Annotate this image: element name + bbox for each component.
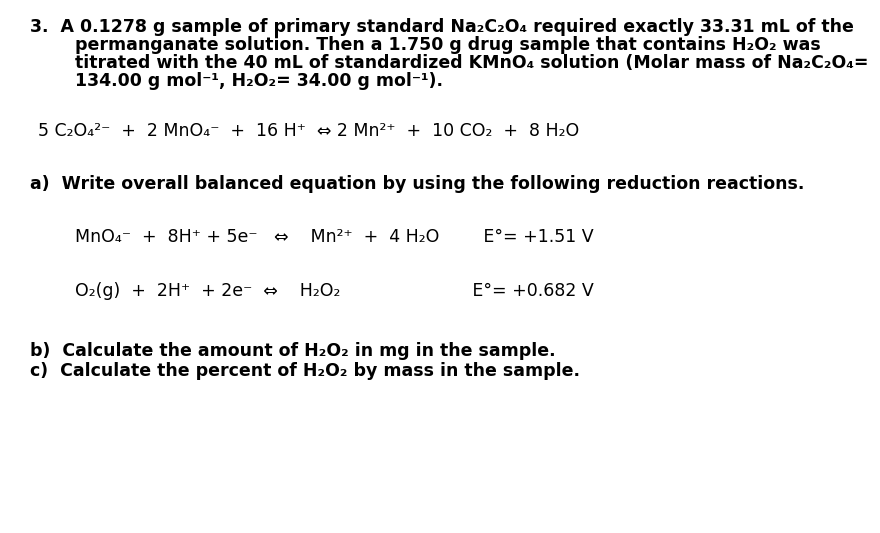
Text: a)  Write overall balanced equation by using the following reduction reactions.: a) Write overall balanced equation by us… (30, 175, 804, 193)
Text: O₂(g)  +  2H⁺  + 2e⁻  ⇔    H₂O₂                        E°= +0.682 V: O₂(g) + 2H⁺ + 2e⁻ ⇔ H₂O₂ E°= +0.682 V (75, 282, 594, 300)
Text: MnO₄⁻  +  8H⁺ + 5e⁻   ⇔    Mn²⁺  +  4 H₂O        E°= +1.51 V: MnO₄⁻ + 8H⁺ + 5e⁻ ⇔ Mn²⁺ + 4 H₂O E°= +1.… (75, 228, 594, 246)
Text: 3.  A 0.1278 g sample of primary standard Na₂C₂O₄ required exactly 33.31 mL of t: 3. A 0.1278 g sample of primary standard… (30, 18, 854, 36)
Text: 5 C₂O₄²⁻  +  2 MnO₄⁻  +  16 H⁺  ⇔ 2 Mn²⁺  +  10 CO₂  +  8 H₂O: 5 C₂O₄²⁻ + 2 MnO₄⁻ + 16 H⁺ ⇔ 2 Mn²⁺ + 10… (38, 122, 579, 140)
Text: titrated with the 40 mL of standardized KMnO₄ solution (Molar mass of Na₂C₂O₄=: titrated with the 40 mL of standardized … (75, 54, 869, 72)
Text: c)  Calculate the percent of H₂O₂ by mass in the sample.: c) Calculate the percent of H₂O₂ by mass… (30, 362, 580, 380)
Text: permanganate solution. Then a 1.750 g drug sample that contains H₂O₂ was: permanganate solution. Then a 1.750 g dr… (75, 36, 821, 54)
Text: 134.00 g mol⁻¹, H₂O₂= 34.00 g mol⁻¹).: 134.00 g mol⁻¹, H₂O₂= 34.00 g mol⁻¹). (75, 72, 443, 90)
Text: b)  Calculate the amount of H₂O₂ in mg in the sample.: b) Calculate the amount of H₂O₂ in mg in… (30, 342, 555, 360)
